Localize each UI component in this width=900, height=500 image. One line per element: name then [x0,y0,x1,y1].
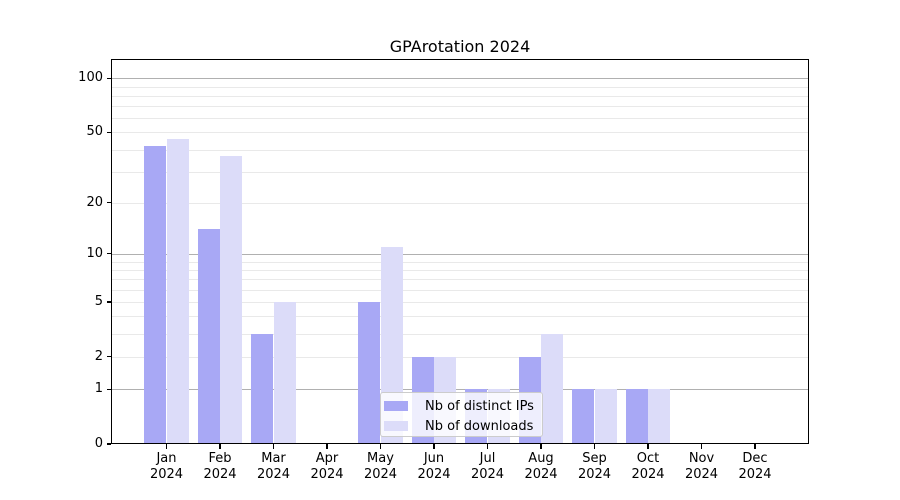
y-tick-100 [107,77,111,79]
y-gridline-minor-6 [111,289,809,291]
x-tick-7 [540,444,542,449]
x-tick-1 [219,444,221,449]
y-gridline-minor-40 [111,149,809,151]
y-tick-2 [107,356,111,358]
legend-label-distinct-ips: Nb of distinct IPs [425,398,534,414]
x-tick-label-11: Dec 2024 [738,451,772,482]
y-gridline-minor-4 [111,316,809,318]
legend-swatch-distinct-ips [384,401,408,411]
legend-item-downloads: Nb of downloads [384,417,536,435]
y-gridline-minor-2 [111,356,809,358]
bar-distinct-ips-8 [572,389,595,444]
y-tick-20 [107,202,111,204]
x-tick-9 [647,444,649,449]
y-gridline-minor-70 [111,106,809,108]
x-tick-5 [433,444,435,449]
legend: Nb of distinct IPs Nb of downloads [380,392,543,437]
y-tick-label-20: 20 [86,194,103,210]
x-tick-2 [272,444,275,449]
y-gridline-minor-80 [111,95,809,97]
y-gridline-minor-30 [111,171,809,173]
y-tick-label-10: 10 [86,245,103,261]
bar-downloads-1 [220,155,243,444]
legend-swatch-downloads [384,421,408,431]
x-tick-4 [379,444,382,449]
y-gridline-minor-20 [111,202,809,204]
y-gridline-minor-7 [111,279,809,281]
y-gridline-minor-60 [111,118,809,120]
bar-distinct-ips-4 [358,302,381,444]
bar-distinct-ips-1 [197,229,220,444]
y-tick-label-100: 100 [78,70,103,86]
y-gridline-minor-90 [111,86,809,88]
y-tick-label-0: 0 [94,436,103,451]
y-tick-5 [107,301,111,303]
y-gridline-minor-50 [111,132,809,134]
y-gridline-minor-8 [111,269,809,271]
bar-distinct-ips-9 [625,389,648,444]
legend-label-downloads: Nb of downloads [425,418,534,434]
x-tick-label-2: Mar 2024 [256,451,291,482]
bar-downloads-9 [648,389,671,444]
x-tick-label-3: Apr 2024 [310,451,344,482]
y-tick-label-2: 2 [94,348,103,364]
x-tick-label-7: Aug 2024 [524,451,558,482]
legend-item-distinct-ips: Nb of distinct IPs [384,397,536,415]
x-tick-label-5: Jun 2024 [417,451,451,482]
y-tick-label-50: 50 [86,124,103,140]
bar-downloads-0 [166,138,189,444]
x-tick-label-10: Nov 2024 [684,451,719,482]
x-tick-3 [326,444,328,449]
x-tick-11 [754,444,756,449]
y-gridline-minor-5 [111,302,809,303]
y-gridline-major-1 [111,389,809,391]
plot-area [111,59,809,444]
x-tick-8 [593,444,596,449]
x-tick-label-4: May 2024 [363,451,398,482]
x-tick-label-8: Sep 2024 [577,451,612,482]
y-tick-label-1: 1 [94,381,103,397]
x-tick-6 [486,444,489,449]
y-gridline-major-10 [111,253,809,255]
y-tick-1 [107,388,111,390]
x-tick-10 [700,444,703,449]
x-tick-label-1: Feb 2024 [203,451,237,482]
y-tick-0 [107,443,111,445]
y-tick-50 [107,131,111,133]
y-tick-10 [107,253,111,255]
bar-downloads-2 [273,302,296,444]
y-tick-label-5: 5 [94,294,103,309]
bar-downloads-7 [541,334,564,444]
chart-title: GPArotation 2024 [389,37,531,56]
bar-downloads-8 [594,389,617,444]
y-gridline-minor-3 [111,334,809,336]
y-gridline-minor-9 [111,261,809,263]
x-tick-label-0: Jan 2024 [149,451,184,482]
bar-distinct-ips-0 [144,145,167,444]
x-tick-0 [165,444,168,449]
x-tick-label-9: Oct 2024 [631,451,665,482]
bar-distinct-ips-2 [251,334,274,444]
y-gridline-major-100 [111,78,809,80]
x-tick-label-6: Jul 2024 [470,451,505,482]
